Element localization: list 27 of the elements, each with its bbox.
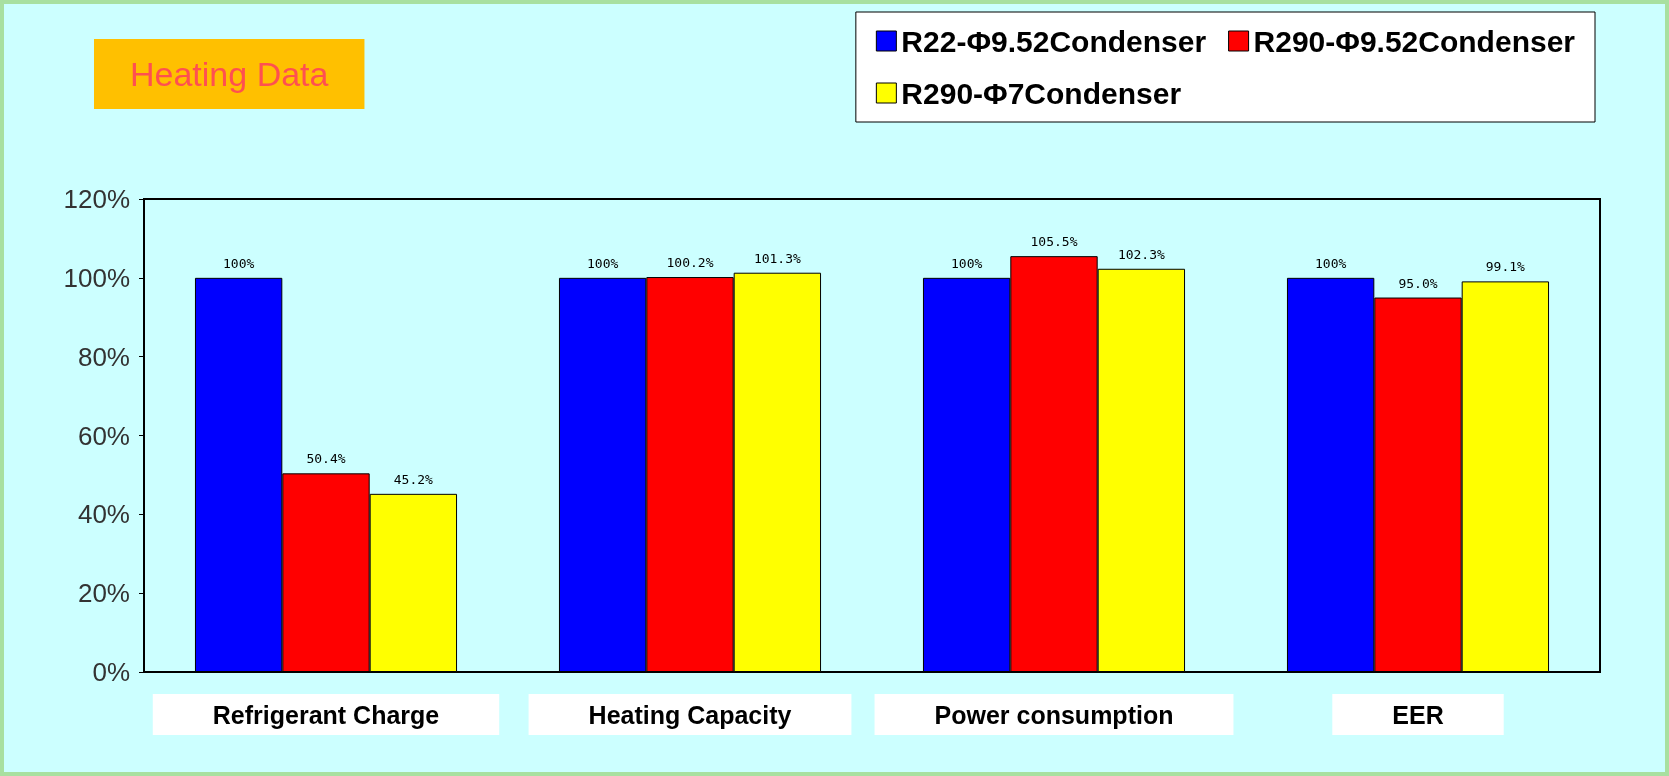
legend-label: R290-Φ7Condenser xyxy=(901,76,1182,110)
data-label: 105.5% xyxy=(1030,234,1078,250)
data-label: 102.3% xyxy=(1117,246,1166,262)
chart-title: Heating Data xyxy=(130,55,329,93)
legend-label: R290-Φ9.52Condenser xyxy=(1253,24,1576,58)
data-label: 95.0% xyxy=(1398,275,1438,291)
data-label: 100% xyxy=(222,255,255,271)
y-tick-label: 100% xyxy=(63,262,130,293)
x-tick-label: Refrigerant Charge xyxy=(212,700,440,729)
data-label: 50.4% xyxy=(306,451,346,467)
data-label: 101.3% xyxy=(753,250,802,266)
data-label: 99.1% xyxy=(1485,259,1526,275)
data-label: 100% xyxy=(950,255,983,271)
x-tick-label: Heating Capacity xyxy=(588,700,792,729)
y-tick-label: 20% xyxy=(77,578,130,609)
y-tick-label: 120% xyxy=(63,184,130,214)
x-tick-label: EER xyxy=(1392,700,1444,729)
data-label: 100.2% xyxy=(666,255,714,271)
data-label: 45.2% xyxy=(393,471,434,487)
x-tick-label: Power consumption xyxy=(934,700,1174,729)
y-tick-label: 80% xyxy=(77,341,130,372)
data-label: 100% xyxy=(1314,255,1347,271)
legend-label: R22-Φ9.52Condenser xyxy=(901,24,1207,58)
data-label: 100% xyxy=(586,255,619,271)
y-tick-label: 0% xyxy=(92,657,130,687)
y-tick-label: 60% xyxy=(77,420,130,451)
y-tick-label: 40% xyxy=(77,499,130,530)
